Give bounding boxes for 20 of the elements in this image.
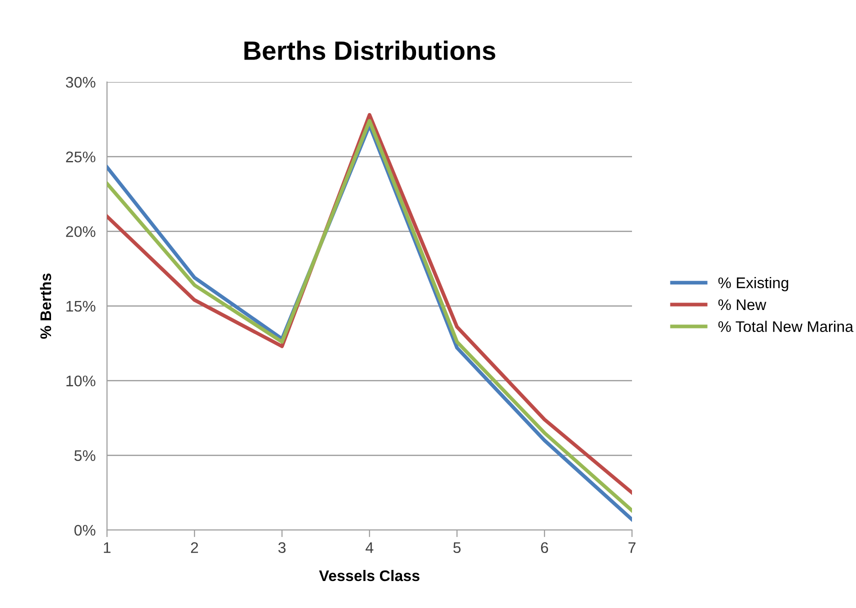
legend-label: % Existing (718, 277, 788, 292)
y-tick-label: 15% (66, 300, 96, 312)
x-tick-label: 1 (104, 542, 111, 553)
x-tick-label: 4 (366, 542, 374, 553)
x-tick-label: 3 (278, 542, 286, 554)
y-tick-label: 20% (66, 226, 96, 238)
x-tick-label: 2 (191, 542, 198, 553)
x-axis-title: Vessels Class (319, 570, 420, 582)
y-tick-label: 0% (74, 524, 96, 536)
legend-label: % New (718, 299, 766, 310)
y-tick-label: 25% (66, 152, 96, 162)
x-tick-label: 6 (541, 542, 548, 554)
y-tick-label: 10% (66, 376, 96, 386)
x-tick-label: 7 (628, 542, 636, 553)
legend-label: % Total New Marina (718, 320, 854, 332)
y-axis-title: % Berths (40, 274, 52, 339)
x-tick-label: 5 (453, 542, 461, 554)
chart-title: Berths Distributions (244, 40, 496, 60)
y-tick-label: 5% (74, 450, 96, 462)
y-tick-label: 30% (66, 76, 96, 88)
